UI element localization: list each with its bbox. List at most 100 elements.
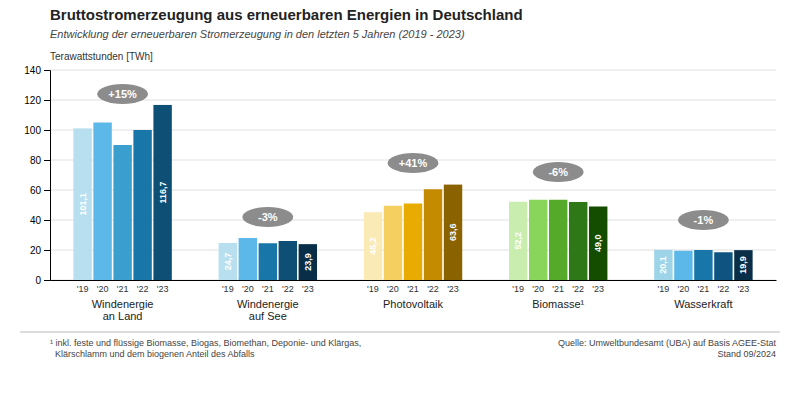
badge-label: -6% — [548, 166, 568, 178]
source: Quelle: Umweltbundesamt (UBA) auf Basis … — [558, 338, 777, 359]
bar — [714, 252, 732, 280]
y-tick-mark — [44, 100, 50, 101]
grid — [50, 70, 776, 280]
bar — [509, 202, 527, 280]
series-label: '21 — [552, 284, 564, 294]
bar — [569, 202, 587, 280]
y-tick-label: 80 — [30, 155, 42, 166]
x-tick: Biomasse¹ — [532, 298, 584, 310]
y-tick-label: 20 — [30, 245, 42, 256]
series-label: '22 — [718, 284, 730, 294]
data-label: 45,2 — [368, 237, 378, 255]
labels: '19'19'19'19'19'20'20'20'20'20'21'21'21'… — [77, 84, 750, 294]
data-label: 63,6 — [448, 224, 458, 242]
bar — [259, 243, 277, 280]
y-tick-mark — [44, 130, 50, 131]
footer-separator — [20, 332, 780, 333]
series-label: '23 — [157, 284, 169, 294]
series-label: '20 — [678, 284, 690, 294]
x-tick-label: Windenergieauf See — [237, 298, 299, 323]
y-tick: 100 — [24, 125, 50, 136]
y-tick-label: 120 — [24, 95, 41, 106]
x-axis: Windenergiean Land Windenergieauf See Phot… — [51, 281, 777, 323]
series-label: '20 — [97, 284, 109, 294]
series-label: '19 — [512, 284, 524, 294]
series-label: '21 — [698, 284, 710, 294]
data-label: 19,9 — [738, 256, 748, 274]
bar — [133, 130, 151, 280]
series-label: '22 — [572, 284, 584, 294]
data-label: 23,9 — [303, 253, 313, 271]
bar — [444, 185, 462, 280]
data-label: 116,7 — [158, 181, 168, 203]
y-tick-label: 140 — [24, 65, 41, 76]
y-axis-label: Terawattstunden [TWh] — [50, 51, 153, 62]
bar — [93, 123, 111, 281]
subtitle: Entwicklung der erneuerbaren Stromerzeug… — [50, 28, 465, 40]
plot: 020406080100120140Windenergiean LandWind… — [24, 65, 776, 323]
bar — [589, 207, 607, 281]
y-tick: 0 — [35, 275, 50, 286]
series-label: '21 — [262, 284, 274, 294]
badge-label: +41% — [399, 157, 428, 169]
y-axis: 0 20 40 60 80 100 120 140 — [24, 65, 50, 286]
data-label: 20,1 — [658, 256, 668, 274]
bar — [299, 244, 317, 280]
y-tick-label: 0 — [35, 275, 41, 286]
series-label: '23 — [738, 284, 750, 294]
series-label: '20 — [242, 284, 254, 294]
y-tick-mark — [44, 280, 50, 281]
y-tick-mark — [44, 250, 50, 251]
series-label: '19 — [367, 284, 379, 294]
x-tick: Windenergieauf See — [237, 298, 299, 323]
footnote: ¹ inkl. feste und flüssige Biomasse, Bio… — [50, 338, 361, 359]
series-label: '22 — [282, 284, 294, 294]
bar — [239, 238, 257, 280]
bar — [113, 145, 131, 280]
badge — [388, 153, 439, 173]
series-label: '19 — [658, 284, 670, 294]
series-label: '20 — [532, 284, 544, 294]
chart-container: Bruttostromerzeugung aus erneuerbaren En… — [0, 0, 800, 400]
grid-line — [50, 70, 776, 71]
y-tick-mark — [44, 220, 50, 221]
bar — [529, 200, 547, 280]
y-axis-line — [44, 71, 51, 281]
x-tick-label: Windenergiean Land — [92, 298, 154, 323]
series-label: '21 — [407, 284, 419, 294]
bar — [424, 189, 442, 280]
series-label: '21 — [117, 284, 129, 294]
title: Bruttostromerzeugung aus erneuerbaren En… — [50, 6, 523, 23]
y-tick-mark — [44, 190, 50, 191]
bar — [384, 206, 402, 280]
badge — [678, 210, 729, 230]
series-label: '22 — [427, 284, 439, 294]
series-label: '23 — [592, 284, 604, 294]
data-label: 49,0 — [593, 234, 603, 252]
badge — [242, 207, 293, 227]
bar — [364, 212, 382, 280]
x-tick: Windenergiean Land — [92, 298, 154, 323]
y-tick: 60 — [30, 185, 50, 196]
y-tick-mark — [44, 70, 50, 71]
bars — [73, 105, 752, 280]
y-tick: 120 — [24, 95, 50, 106]
x-tick: Photovoltaik — [383, 298, 443, 310]
y-tick-label: 40 — [30, 215, 42, 226]
data-label: 52,2 — [513, 232, 523, 250]
y-tick: 20 — [30, 245, 50, 256]
badge-label: +15% — [108, 88, 137, 100]
x-tick-label: Photovoltaik — [383, 298, 443, 310]
data-label: 24,7 — [223, 253, 233, 271]
bar — [153, 105, 171, 280]
badge — [533, 162, 584, 182]
y-tick: 140 — [24, 65, 50, 76]
y-tick-label: 100 — [24, 125, 41, 136]
series-label: '23 — [302, 284, 314, 294]
series-label: '19 — [77, 284, 89, 294]
data-label: 101,1 — [78, 193, 88, 216]
x-axis-line — [51, 280, 777, 281]
badge-label: -3% — [258, 211, 278, 223]
series-label: '22 — [137, 284, 149, 294]
y-tick: 40 — [30, 215, 50, 226]
